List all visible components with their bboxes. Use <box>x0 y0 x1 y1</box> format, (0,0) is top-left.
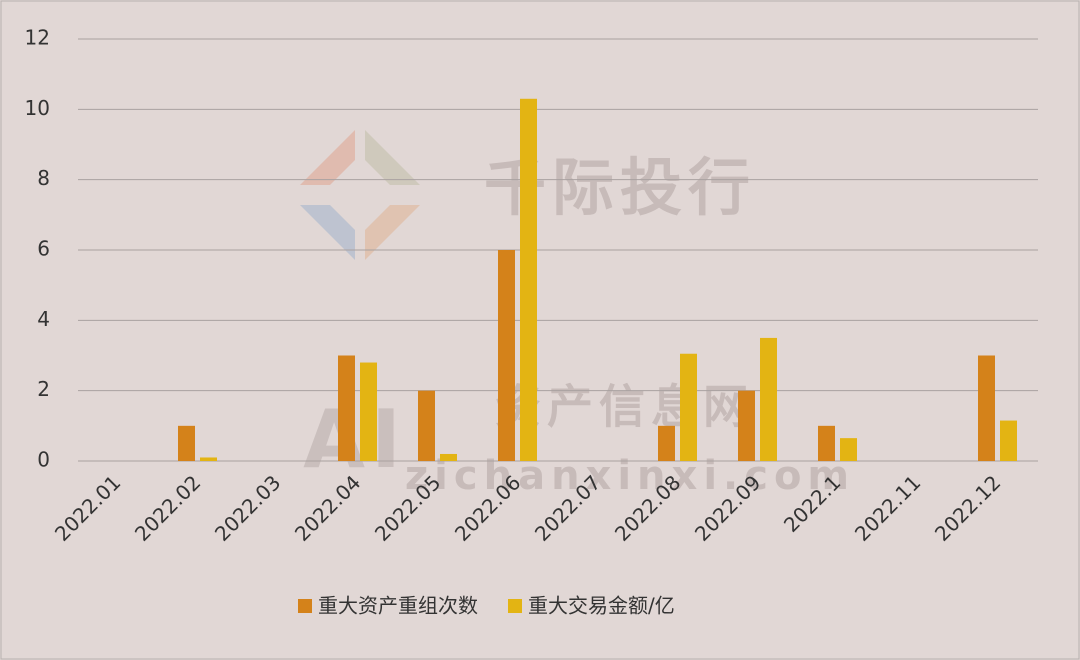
watermark: 资产信息网 <box>495 380 755 434</box>
bar <box>840 438 857 461</box>
bar <box>178 425 195 461</box>
y-tick-label: 12 <box>25 26 50 50</box>
legend-swatch <box>298 599 312 613</box>
bar <box>738 390 755 461</box>
bar <box>498 250 515 461</box>
bar <box>760 337 777 461</box>
y-tick-label: 10 <box>25 96 50 120</box>
y-tick-label: 0 <box>37 448 50 472</box>
bar <box>658 425 675 461</box>
y-tick-label: 4 <box>37 307 50 331</box>
bar <box>818 425 835 461</box>
bar <box>360 362 377 461</box>
legend-swatch <box>508 599 522 613</box>
y-tick-label: 8 <box>37 166 50 190</box>
legend-label: 重大资产重组次数 <box>318 594 478 618</box>
bar <box>418 390 435 461</box>
bar <box>440 453 457 461</box>
bar <box>520 98 537 462</box>
y-tick-label: 2 <box>37 377 50 401</box>
watermark-logo <box>300 130 420 260</box>
legend-label: 重大交易金额/亿 <box>528 594 675 618</box>
bar <box>680 353 697 461</box>
bar <box>978 355 995 461</box>
watermark: zichanxinxi.com <box>405 453 855 499</box>
y-tick-label: 6 <box>37 237 50 261</box>
bar <box>1000 420 1017 461</box>
bar <box>200 457 217 461</box>
bar <box>338 355 355 461</box>
